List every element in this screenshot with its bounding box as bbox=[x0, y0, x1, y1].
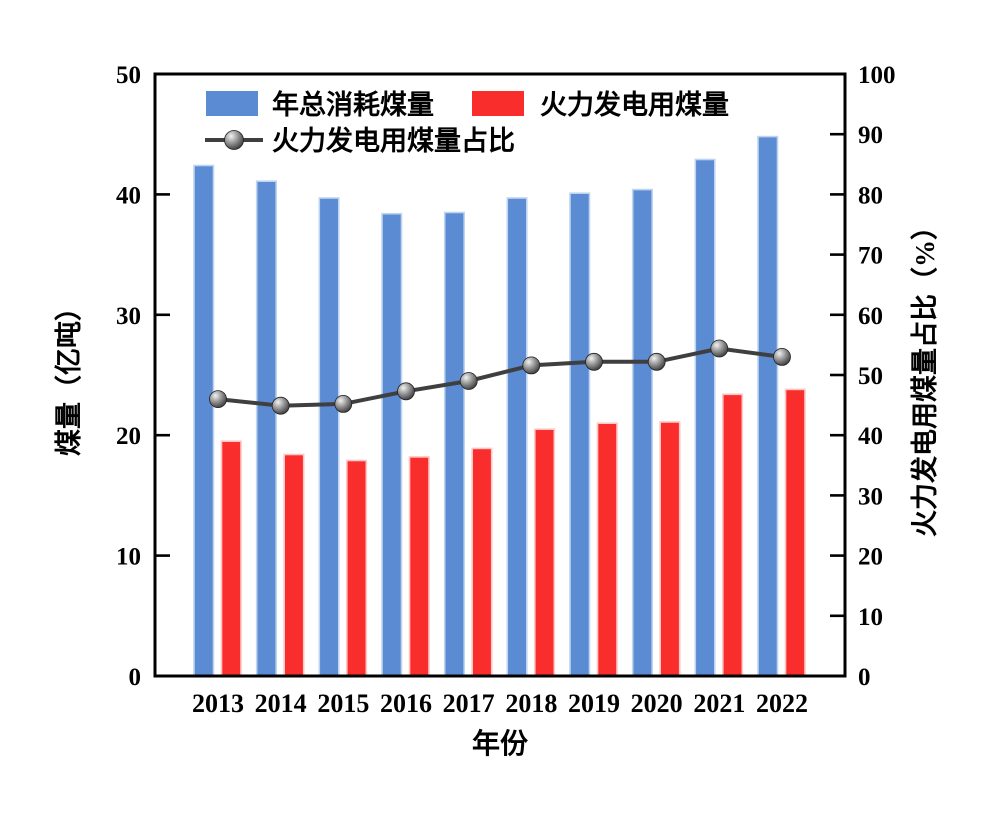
legend-label-thermal-coal: 火力发电用煤量 bbox=[540, 89, 729, 120]
left-tick-label-50: 50 bbox=[116, 62, 141, 89]
plot-area: 0 10 20 30 40 50 0 10 20 30 40 50 60 70 80 90 100 2013 201… bbox=[116, 62, 896, 718]
ratio-marker-2020 bbox=[647, 352, 666, 371]
right-tick-label-40: 40 bbox=[858, 423, 883, 450]
bar-total-2019 bbox=[569, 192, 591, 677]
x-tick-label-2014: 2014 bbox=[255, 689, 307, 718]
bar-total-2017 bbox=[443, 211, 466, 677]
bar-thermal-2016 bbox=[408, 456, 430, 677]
ratio-line bbox=[217, 346, 783, 408]
ratio-marker-2017 bbox=[459, 372, 478, 390]
bar-total-2018 bbox=[506, 197, 528, 677]
left-tick-label-40: 40 bbox=[116, 182, 141, 209]
bar-total-2015 bbox=[318, 197, 340, 677]
bar-thermal-2019 bbox=[596, 422, 618, 677]
x-tick-label-2013: 2013 bbox=[192, 689, 244, 718]
ratio-marker-2014 bbox=[271, 396, 290, 415]
legend-swatch-thermal-coal bbox=[472, 91, 524, 116]
right-tick-label-100: 100 bbox=[858, 62, 896, 89]
right-axis-title: 火力发电用煤量占比（%） bbox=[909, 213, 940, 537]
x-tick-label-2019: 2019 bbox=[568, 689, 620, 718]
ratio-marker-2013 bbox=[209, 390, 227, 409]
bar-total-2013 bbox=[193, 164, 215, 677]
right-tick-label-60: 60 bbox=[858, 303, 883, 330]
ratio-marker-2021 bbox=[710, 339, 729, 358]
x-tick-label-2017: 2017 bbox=[443, 689, 495, 718]
left-tick-label-20: 20 bbox=[116, 423, 141, 450]
bar-thermal-2022 bbox=[784, 388, 806, 677]
bar-total-2016 bbox=[381, 212, 403, 677]
bar-thermal-2015 bbox=[345, 459, 368, 677]
right-tick-label-80: 80 bbox=[858, 182, 883, 209]
right-tick-label-0: 0 bbox=[858, 664, 871, 691]
plot-frame bbox=[153, 72, 847, 678]
bar-total-2014 bbox=[255, 180, 278, 677]
ratio-marker-2016 bbox=[397, 382, 415, 401]
x-axis-title: 年份 bbox=[472, 727, 528, 760]
x-tick-label-2020: 2020 bbox=[631, 689, 683, 718]
x-tick-label-2022: 2022 bbox=[756, 689, 808, 718]
bar-total-2020 bbox=[631, 188, 654, 677]
bar-thermal-2014 bbox=[283, 453, 305, 677]
bar-thermal-2013 bbox=[220, 440, 242, 677]
bar-total-2021 bbox=[694, 158, 716, 677]
legend: 年总消耗煤量 火力发电用煤量 火力发电用煤量占比 bbox=[205, 89, 729, 156]
left-tick-label-10: 10 bbox=[116, 544, 141, 571]
legend-label-thermal-ratio: 火力发电用煤量占比 bbox=[272, 125, 515, 156]
ratio-marker-2015 bbox=[334, 394, 353, 413]
right-tick-label-30: 30 bbox=[858, 483, 883, 510]
bar-thermal-2020 bbox=[659, 421, 681, 677]
ratio-marker-2019 bbox=[585, 352, 603, 371]
legend-swatch-total-coal bbox=[206, 91, 258, 116]
right-tick-label-70: 70 bbox=[858, 243, 883, 270]
left-tick-label-30: 30 bbox=[116, 303, 141, 330]
x-tick-label-2016: 2016 bbox=[380, 689, 432, 718]
left-tick-label-0: 0 bbox=[129, 664, 142, 691]
x-tick-label-2018: 2018 bbox=[505, 689, 557, 718]
bar-thermal-2018 bbox=[533, 428, 556, 677]
right-tick-label-90: 90 bbox=[858, 122, 883, 149]
left-axis-title: 煤量（亿吨） bbox=[54, 294, 84, 456]
x-tick-label-2021: 2021 bbox=[693, 689, 745, 718]
x-tick-label-2015: 2015 bbox=[317, 689, 369, 718]
right-tick-label-10: 10 bbox=[858, 604, 883, 631]
bar-thermal-2017 bbox=[471, 447, 493, 677]
right-tick-label-20: 20 bbox=[858, 544, 883, 571]
legend-label-total-coal: 年总消耗煤量 bbox=[272, 89, 434, 120]
bar-total-2022 bbox=[757, 135, 779, 677]
bar-thermal-2021 bbox=[721, 393, 744, 677]
ratio-marker-2018 bbox=[522, 356, 541, 375]
legend-marker-sphere bbox=[224, 130, 244, 150]
ratio-marker-2022 bbox=[773, 347, 791, 366]
right-tick-label-50: 50 bbox=[858, 363, 883, 390]
